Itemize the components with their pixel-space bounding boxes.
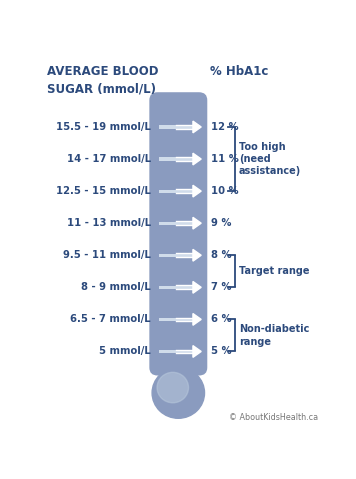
Bar (159, 222, 198, 225)
Polygon shape (193, 250, 201, 261)
Text: Too high
(need
assistance): Too high (need assistance) (239, 142, 301, 176)
Bar (159, 125, 198, 128)
Text: © AboutKidsHealth.ca: © AboutKidsHealth.ca (229, 413, 318, 422)
FancyBboxPatch shape (150, 92, 207, 376)
Bar (159, 318, 198, 321)
Circle shape (157, 372, 189, 403)
Text: 15.5 - 19 mmol/L: 15.5 - 19 mmol/L (56, 122, 151, 132)
Polygon shape (193, 217, 201, 229)
Text: 9.5 - 11 mmol/L: 9.5 - 11 mmol/L (63, 250, 151, 260)
Polygon shape (193, 185, 201, 197)
Polygon shape (193, 345, 201, 357)
Text: Non-diabetic
range: Non-diabetic range (239, 324, 309, 347)
Text: Target range: Target range (239, 266, 309, 276)
Bar (159, 158, 198, 160)
Bar (159, 350, 198, 353)
Circle shape (152, 367, 205, 418)
Text: 14 - 17 mmol/L: 14 - 17 mmol/L (67, 154, 151, 164)
Bar (159, 286, 198, 289)
Polygon shape (193, 121, 201, 133)
Text: 5 %: 5 % (211, 346, 232, 356)
Text: 9 %: 9 % (211, 218, 232, 228)
Text: 5 mmol/L: 5 mmol/L (99, 346, 151, 356)
Text: 8 %: 8 % (211, 250, 232, 260)
Text: 10 %: 10 % (211, 186, 239, 196)
Text: 11 - 13 mmol/L: 11 - 13 mmol/L (67, 218, 151, 228)
Text: 11 %: 11 % (211, 154, 239, 164)
Polygon shape (193, 282, 201, 293)
Text: 7 %: 7 % (211, 282, 232, 292)
Text: AVERAGE BLOOD
SUGAR (mmol/L): AVERAGE BLOOD SUGAR (mmol/L) (47, 66, 159, 95)
Text: 6.5 - 7 mmol/L: 6.5 - 7 mmol/L (70, 314, 151, 324)
Text: % HbA1c: % HbA1c (210, 66, 268, 79)
Text: 12 %: 12 % (211, 122, 239, 132)
Polygon shape (193, 314, 201, 325)
Text: 8 - 9 mmol/L: 8 - 9 mmol/L (81, 282, 151, 292)
Polygon shape (193, 153, 201, 165)
Bar (159, 254, 198, 257)
Text: 12.5 - 15 mmol/L: 12.5 - 15 mmol/L (56, 186, 151, 196)
Text: 6 %: 6 % (211, 314, 232, 324)
Bar (159, 190, 198, 193)
